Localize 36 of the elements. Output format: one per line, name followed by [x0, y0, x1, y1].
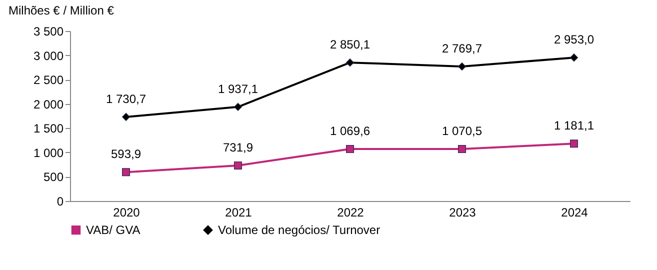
point [122, 168, 130, 176]
data-label: 731,9 [222, 140, 254, 154]
point [570, 140, 578, 148]
x-tick-label: 2020 [113, 206, 140, 220]
y-tick-label: 3 500 [33, 24, 64, 38]
point [458, 144, 466, 154]
point [346, 58, 354, 67]
point [346, 145, 354, 154]
x-tick-label: 2024 [561, 206, 588, 220]
y-axis-title: Milhões € / Million € [8, 4, 114, 18]
data-label: 2 850,1 [330, 38, 370, 52]
y-tick-label: 1 500 [33, 122, 64, 136]
point [234, 102, 242, 111]
y-tick-label: 2 000 [33, 97, 64, 112]
y-tick-label: 2 500 [33, 73, 64, 88]
data-label: 593,9 [110, 147, 142, 162]
legend-label: VAB/ GVA [86, 223, 140, 238]
point [122, 112, 130, 121]
data-label: 2 953,0 [554, 32, 594, 47]
data-label: 1 730,7 [106, 92, 146, 106]
data-label: 1 181,1 [554, 118, 594, 133]
y-tick-label: 3 000 [33, 48, 64, 63]
x-tick-label: 2021 [225, 206, 252, 220]
data-label: 1 069,6 [330, 124, 370, 138]
x-tick-label: 2022 [337, 206, 364, 220]
y-tick-label: 1 000 [33, 146, 64, 160]
point [570, 54, 578, 62]
legend-label: Volume de negócios/ Turnover [218, 223, 380, 238]
data-label: 1 070,5 [442, 124, 482, 138]
point [234, 161, 242, 170]
data-label: 1 937,1 [218, 82, 258, 96]
point [458, 62, 466, 70]
y-tick-label: 0 [56, 194, 64, 208]
x-tick-label: 2023 [449, 206, 476, 220]
y-tick-label: 500 [43, 170, 64, 184]
data-label: 2 769,7 [442, 41, 482, 56]
